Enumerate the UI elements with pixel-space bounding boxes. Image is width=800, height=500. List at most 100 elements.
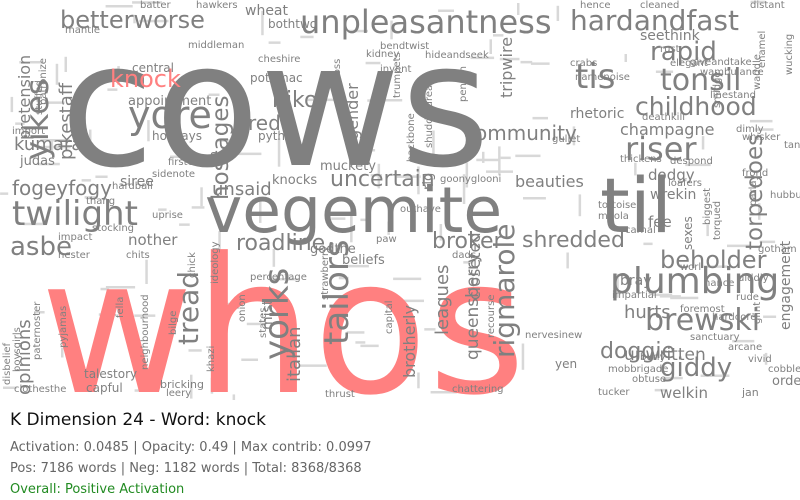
filler-word-mark (19, 61, 43, 64)
filler-word-mark (432, 130, 435, 156)
cloud-word: seethink (640, 28, 701, 44)
filler-word-mark (489, 39, 492, 54)
filler-word-mark (654, 388, 668, 392)
cloud-word: unwritten (624, 345, 706, 365)
cloud-word: giveandtake (690, 57, 752, 68)
cloud-word: potomac (250, 71, 303, 85)
cloud-word: cleaned (640, 0, 679, 11)
cloud-word: twilight (12, 194, 138, 234)
cloud-word: bray (620, 273, 652, 289)
cloud-word: muckety (320, 159, 376, 174)
cloud-word: queensberry (463, 253, 483, 360)
filler-word-mark (188, 349, 202, 352)
cloud-word: closeted (465, 233, 484, 300)
filler-word-mark (218, 231, 221, 255)
filler-word-mark (700, 374, 730, 377)
cloud-word: foremost (680, 304, 725, 315)
filler-word-mark (356, 291, 386, 295)
cloud-word: wrekin (650, 187, 696, 203)
filler-word-mark (350, 200, 353, 228)
filler-word-mark (360, 218, 371, 222)
filler-word-mark (107, 88, 118, 91)
cloud-word: leery (166, 388, 191, 399)
filler-word-mark (319, 88, 329, 91)
cloud-word: sanctuary (690, 332, 740, 343)
filler-word-mark (493, 34, 504, 37)
cloud-word: import (12, 126, 45, 137)
filler-word-mark (438, 9, 454, 12)
filler-word-mark (218, 139, 230, 142)
cloud-word: knock (110, 65, 181, 93)
cloud-word: hence (580, 0, 610, 11)
filler-word-mark (758, 203, 761, 220)
filler-word-mark (34, 311, 45, 314)
filler-word-mark (732, 339, 755, 343)
cloud-word: percentage (250, 272, 307, 283)
cloud-word: strawberry (320, 246, 331, 300)
cloud-word: enamel (757, 31, 768, 68)
filler-word-mark (139, 19, 169, 23)
cloud-word: recourse (486, 295, 497, 338)
filler-word-mark (515, 154, 541, 158)
cloud-word: hardandfast (570, 4, 739, 37)
filler-word-mark (37, 162, 60, 166)
cloud-word: clothesthe (14, 384, 66, 395)
cloud-word: appointment (128, 94, 211, 109)
filler-word-mark (706, 224, 709, 237)
cloud-word: impact (58, 232, 92, 243)
filler-word-mark (670, 296, 699, 300)
cloud-word: hance (704, 278, 734, 289)
cloud-word: bricking (160, 378, 204, 391)
cloud-word: riser (625, 130, 697, 168)
cloud-word: gotham (758, 244, 797, 255)
filler-word-mark (268, 41, 281, 44)
cloud-word: gender (343, 83, 362, 140)
filler-word-mark (390, 20, 393, 40)
cloud-word: godthe (310, 242, 356, 257)
cloud-word: doggie (600, 339, 675, 364)
filler-word-mark (476, 158, 499, 162)
cloud-word: dimly (736, 124, 764, 135)
filler-word-mark (685, 163, 711, 167)
cloud-word: mobbrigade (608, 364, 668, 375)
cloud-word: tread (172, 271, 205, 345)
cloud-word: brewski (645, 303, 760, 338)
filler-word-mark (652, 293, 673, 297)
filler-word-mark (44, 101, 65, 104)
filler-word-mark (350, 217, 353, 243)
filler-word-mark (566, 252, 569, 269)
filler-word-mark (500, 156, 511, 160)
filler-word-mark (347, 149, 376, 152)
cloud-word: tailors (317, 239, 357, 345)
filler-word-mark (298, 364, 327, 367)
filler-word-mark (15, 122, 25, 125)
cloud-word: burly (640, 352, 666, 363)
filler-word-mark (387, 221, 390, 235)
filler-word-mark (64, 56, 67, 72)
cloud-word: rig (421, 173, 436, 190)
filler-word-mark (759, 240, 776, 244)
cloud-word: worl (680, 262, 701, 273)
cloud-word: broker (432, 229, 503, 254)
cloud-word: paternoster (32, 301, 43, 360)
cloud-word: loafers (668, 178, 702, 189)
cloud-word: tripwire (497, 37, 516, 98)
filler-word-mark (23, 222, 47, 226)
cloud-word: hostages (208, 96, 234, 200)
filler-word-mark (300, 35, 314, 39)
filler-word-mark (145, 259, 148, 284)
filler-word-mark (346, 331, 365, 334)
filler-word-mark (246, 322, 267, 326)
cloud-word: niko (272, 88, 317, 113)
filler-word-mark (463, 261, 474, 264)
cloud-word: khazi (206, 346, 217, 372)
cloud-word: vivid (748, 354, 772, 365)
cloud-word: tangle (784, 140, 800, 151)
cloud-word: uprise (152, 210, 183, 221)
filler-word-mark (259, 201, 262, 223)
cloud-word: leagues (432, 265, 453, 335)
cloud-word: pikestaff (56, 82, 77, 160)
cloud-word: biggest (702, 188, 713, 225)
cloud-word: uncertain (330, 167, 435, 192)
cloud-word: community (464, 121, 577, 145)
